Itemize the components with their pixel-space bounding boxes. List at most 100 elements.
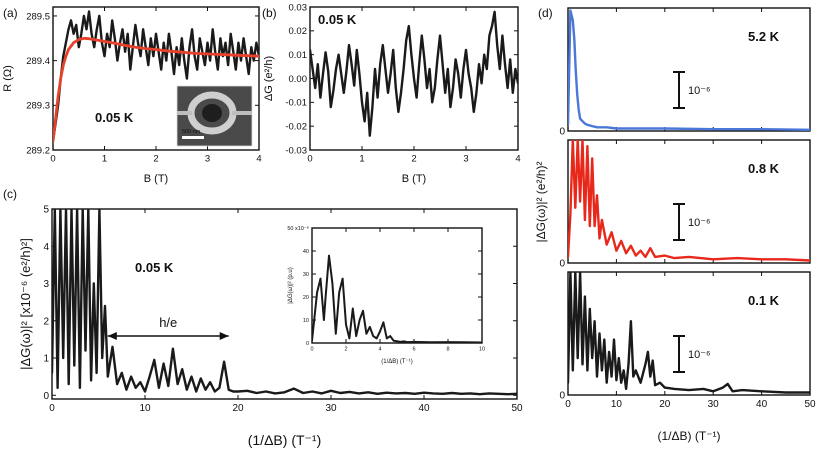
x-tick-label: 30: [708, 399, 720, 410]
y-tick-label: 289.4: [26, 56, 50, 67]
x-tick-label: 50: [511, 403, 523, 414]
y-tick-label: 5: [43, 205, 49, 216]
y-tick-label: 0: [306, 341, 309, 347]
panel-d: (d) 0 5.2 K 10⁻⁶ 0 0.8 K 10⁻⁶ 0 10 20 30 40 50 0 0.1 K…: [534, 6, 816, 443]
x-tick-label: 4: [515, 154, 520, 165]
temperature-label: 0.8 K: [748, 161, 780, 176]
y-tick-label: 2: [43, 316, 49, 327]
x-tick-label: 0: [49, 403, 55, 414]
arrow-head-left: [107, 332, 117, 340]
sem-inset-image: 500 nm: [176, 85, 253, 147]
x-tick-label: 4: [256, 154, 261, 165]
x-tick-label: 40: [756, 399, 768, 410]
y-axis-label: |ΔG(ω)|² [x10⁻⁶ (e²/h)²]: [18, 238, 33, 370]
x-tick-label: 3: [205, 154, 210, 165]
sem-hole: [202, 104, 222, 122]
series-power-spectrum: [52, 209, 517, 396]
y-tick-label: 0: [559, 127, 565, 138]
x-tick-label: 2: [411, 154, 416, 165]
y-tick-label: 289.5: [26, 11, 50, 22]
subpanel-0-1-K: 0 10 20 30 40 50 0 0.1 K 10⁻⁶: [559, 271, 816, 410]
x-axis-label: (1/ΔB) (T⁻¹): [657, 429, 720, 443]
panel-a: (a) 0 1 2 3 4 289.2 289.3 289.4 289.5 B (T) R (Ω) 0.…: [2, 6, 262, 185]
scale-bar-label: 10⁻⁶: [688, 349, 711, 361]
plot-frame: [567, 7, 811, 132]
y-tick-label: 4: [43, 242, 49, 253]
panel-label: (d): [538, 6, 553, 20]
y-tick-label: -0.03: [285, 145, 307, 156]
plot-frame: [567, 271, 811, 396]
panel-label: (c): [3, 187, 17, 201]
y-tick-label: 0: [43, 391, 49, 402]
temperature-label: 0.05 K: [95, 110, 134, 125]
x-tick-label: 20: [659, 399, 671, 410]
x-tick-label: 0: [565, 399, 571, 410]
inset-x-axis-label: (1/ΔB) (T⁻¹): [381, 359, 413, 365]
x-tick-label: 0: [307, 154, 312, 165]
plot-frame: [567, 139, 811, 264]
sem-scale-bar: [182, 136, 204, 139]
x-tick-label: 1: [102, 154, 107, 165]
x-tick-label: 2: [153, 154, 158, 165]
subpanel-5-2-K: 0 5.2 K 10⁻⁶: [559, 7, 811, 138]
subpanel-0-8-K: 0 0.8 K 10⁻⁶: [559, 139, 811, 270]
x-tick-label: 0: [50, 154, 55, 165]
y-tick-label: 20: [303, 295, 309, 301]
y-tick-label: 289.3: [26, 101, 50, 112]
x-tick-label: 0: [310, 347, 313, 353]
series-2: [568, 272, 810, 394]
y-tick-label: 50 x10⁻⁶: [287, 225, 309, 232]
x-tick-label: 8: [446, 347, 449, 353]
x-tick-label: 6: [412, 347, 415, 353]
series-0: [568, 9, 810, 131]
panel-label: (a): [3, 6, 18, 20]
h-e-label: h/e: [159, 315, 177, 330]
x-tick-label: 40: [418, 403, 430, 414]
temperature-label: 0.05 K: [318, 12, 357, 27]
scale-bar-label: 10⁻⁶: [688, 217, 711, 229]
panel-label: (b): [262, 6, 277, 20]
y-tick-label: -0.02: [285, 121, 307, 132]
inset-y-axis-label: |ΔG(ω)|² (p.u): [288, 267, 294, 303]
y-tick-label: 289.2: [26, 145, 50, 156]
temperature-label: 5.2 K: [748, 29, 780, 44]
y-tick-label: 0.03: [289, 2, 308, 13]
x-tick-label: 3: [463, 154, 468, 165]
x-tick-label: 4: [378, 347, 381, 353]
x-axis-label: (1/ΔB) (T⁻¹): [248, 432, 322, 448]
y-axis-label: |ΔG(ω)|² (e²/h)²: [534, 162, 548, 243]
arrow-head-right: [219, 332, 229, 340]
y-axis-label: R (Ω): [2, 65, 14, 92]
series-delta-g: [310, 10, 518, 137]
y-tick-label: 0: [559, 259, 565, 270]
plot-frame: [311, 227, 483, 344]
panel-b: (b) 0 1 2 3 4 -0.03 -0.02 -0.01 0.00 0.01 0.02 0.03 B…: [262, 2, 521, 185]
y-tick-label: 0.01: [289, 50, 308, 61]
inset-background: [270, 222, 488, 373]
y-tick-label: 0.00: [289, 74, 308, 85]
scale-bar-label: 10⁻⁶: [688, 85, 711, 97]
y-tick-label: 30: [303, 272, 309, 278]
x-tick-label: 20: [232, 403, 244, 414]
temperature-label: 0.1 K: [748, 293, 780, 308]
y-axis-label: ΔG (e²/h): [263, 56, 275, 101]
y-tick-label: 3: [43, 279, 49, 290]
y-tick-label: 0.02: [289, 26, 308, 37]
x-tick-label: 10: [611, 399, 623, 410]
x-tick-label: 30: [325, 403, 337, 414]
y-tick-label: 0: [559, 391, 565, 402]
series-measured: [53, 10, 259, 143]
series-fit: [53, 36, 259, 143]
x-axis-label: B (T): [402, 173, 426, 185]
sem-scale-label: 500 nm: [182, 129, 201, 135]
temperature-label: 0.05 K: [135, 260, 174, 275]
x-tick-label: 2: [344, 347, 347, 353]
x-axis-label: B (T): [144, 173, 168, 185]
y-tick-label: 40: [303, 249, 309, 255]
series-1: [568, 140, 810, 262]
x-tick-label: 10: [479, 347, 485, 353]
inset-series: [312, 254, 482, 343]
y-tick-label: 1: [43, 354, 49, 365]
